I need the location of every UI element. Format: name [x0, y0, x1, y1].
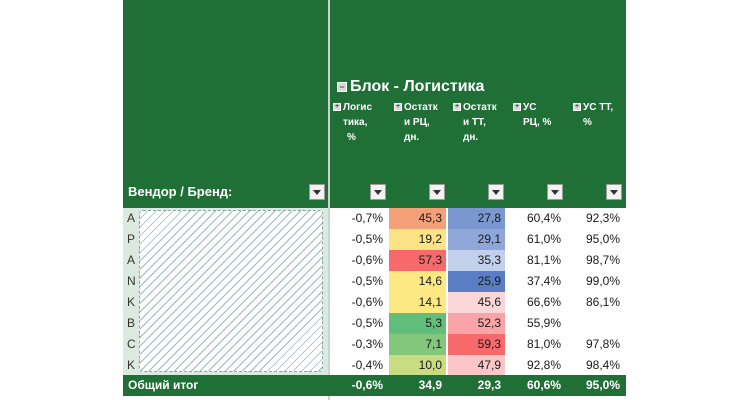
us-tt-cell[interactable]: 98,4%	[585, 358, 620, 372]
header-line: УС ТТ,	[583, 102, 614, 113]
expand-icon[interactable]: +	[453, 103, 461, 111]
us-rc-filter-dropdown[interactable]	[547, 184, 563, 200]
stock-rc-cell[interactable]: 7,1	[389, 334, 446, 355]
header-line: и РЦ,	[404, 117, 430, 128]
header-line: Остатк	[463, 102, 497, 113]
pivot-table: − Блок - Логистика + Логис тика, % + Ост…	[123, 0, 626, 400]
stock-tt-cell[interactable]: 27,8	[448, 208, 505, 229]
stock-tt-cell[interactable]: 45,6	[448, 292, 505, 313]
us-rc-cell[interactable]: 66,6%	[526, 295, 561, 309]
total-logistics-cell[interactable]: -0,6%	[351, 378, 383, 392]
vendor-initial: N	[127, 274, 136, 288]
vendor-initial: A	[127, 211, 136, 225]
logistics-filter-dropdown[interactable]	[370, 184, 386, 200]
header-line: тика,	[343, 117, 368, 128]
column-header-stock-rc[interactable]: + Остатк и РЦ, дн.	[394, 100, 449, 145]
expand-icon[interactable]: +	[394, 103, 402, 111]
us-rc-cell[interactable]: 61,0%	[526, 232, 561, 246]
stock-tt-cell[interactable]: 52,3	[448, 313, 505, 334]
vendor-filter-dropdown[interactable]	[309, 184, 325, 200]
us-rc-cell[interactable]: 81,0%	[526, 337, 561, 351]
stock-tt-cell[interactable]: 29,1	[448, 229, 505, 250]
total-us-tt-cell[interactable]: 95,0%	[585, 378, 620, 392]
grand-total-row[interactable]: Общий итог -0,6% 34,9 29,3 60,6% 95,0%	[123, 375, 626, 396]
column-header-us-tt[interactable]: + УС ТТ, %	[573, 100, 628, 130]
logistics-cell[interactable]: -0,7%	[351, 211, 383, 225]
redacted-vendor-names	[139, 210, 323, 372]
row-field-label: Вендор / Бренд:	[128, 184, 233, 199]
expand-icon[interactable]: +	[573, 103, 581, 111]
header-line: УС	[523, 102, 537, 113]
expand-icon[interactable]: +	[333, 103, 341, 111]
stock-rc-cell[interactable]: 19,2	[389, 229, 446, 250]
us-tt-cell[interactable]: 98,7%	[585, 253, 620, 267]
collapse-icon[interactable]: −	[337, 82, 347, 92]
us-rc-cell[interactable]: 92,8%	[526, 358, 561, 372]
stock-tt-cell[interactable]: 59,3	[448, 334, 505, 355]
vendor-initial: K	[127, 295, 136, 309]
us-tt-cell[interactable]: 99,0%	[585, 274, 620, 288]
stock-tt-cell[interactable]: 35,3	[448, 250, 505, 271]
logistics-cell[interactable]: -0,3%	[351, 337, 383, 351]
stock-tt-filter-dropdown[interactable]	[488, 184, 504, 200]
us-tt-filter-dropdown[interactable]	[606, 184, 622, 200]
us-tt-cell[interactable]: 92,3%	[585, 211, 620, 225]
stock-rc-cell[interactable]: 14,1	[389, 292, 446, 313]
vendor-initial: A	[127, 253, 136, 267]
vendor-initial: K	[127, 358, 136, 372]
us-rc-cell[interactable]: 37,4%	[526, 274, 561, 288]
us-rc-cell[interactable]: 55,9%	[526, 316, 561, 330]
block-title-label: Блок - Логистика	[350, 78, 485, 95]
header-line: и ТТ,	[463, 117, 486, 128]
stock-tt-cell[interactable]: 25,9	[448, 271, 505, 292]
total-stock-tt-cell[interactable]: 29,3	[477, 378, 501, 392]
stock-rc-cell[interactable]: 5,3	[389, 313, 446, 334]
total-stock-rc-cell[interactable]: 34,9	[418, 378, 442, 392]
us-tt-cell[interactable]	[565, 313, 624, 334]
vendor-initial: C	[127, 337, 136, 351]
logistics-cell[interactable]: -0,6%	[351, 253, 383, 267]
stock-rc-cell[interactable]: 14,6	[389, 271, 446, 292]
header-line: РЦ, %	[523, 117, 552, 128]
logistics-cell[interactable]: -0,5%	[351, 274, 383, 288]
row-header-area	[123, 0, 328, 208]
header-line: дн.	[463, 132, 479, 143]
stock-rc-filter-dropdown[interactable]	[429, 184, 445, 200]
column-header-us-rc[interactable]: + УС РЦ, %	[513, 100, 568, 130]
header-line: %	[347, 132, 356, 143]
header-line: Логис	[343, 102, 372, 113]
stock-tt-cell[interactable]: 47,9	[448, 355, 505, 376]
logistics-cell[interactable]: -0,5%	[351, 316, 383, 330]
us-tt-cell[interactable]: 95,0%	[585, 232, 620, 246]
column-divider	[328, 0, 330, 400]
us-tt-cell[interactable]: 97,8%	[585, 337, 620, 351]
header-line: дн.	[404, 132, 420, 143]
block-title[interactable]: − Блок - Логистика	[337, 78, 484, 96]
expand-icon[interactable]: +	[513, 103, 521, 111]
us-tt-cell[interactable]: 86,1%	[585, 295, 620, 309]
header-line: %	[583, 117, 592, 128]
column-header-stock-tt[interactable]: + Остатк и ТТ, дн.	[453, 100, 508, 145]
vendor-initial: P	[127, 232, 136, 246]
stock-rc-cell[interactable]: 57,3	[389, 250, 446, 271]
grand-total-label: Общий итог	[128, 378, 199, 392]
us-rc-cell[interactable]: 81,1%	[526, 253, 561, 267]
us-rc-cell[interactable]: 60,4%	[526, 211, 561, 225]
stock-rc-cell[interactable]: 45,3	[389, 208, 446, 229]
vendor-initial: B	[127, 316, 136, 330]
total-us-rc-cell[interactable]: 60,6%	[526, 378, 561, 392]
column-header-logistics[interactable]: + Логис тика, %	[333, 100, 388, 145]
header-line: Остатк	[404, 102, 438, 113]
stock-rc-cell[interactable]: 10,0	[389, 355, 446, 376]
logistics-cell[interactable]: -0,5%	[351, 232, 383, 246]
logistics-cell[interactable]: -0,6%	[351, 295, 383, 309]
logistics-cell[interactable]: -0,4%	[351, 358, 383, 372]
